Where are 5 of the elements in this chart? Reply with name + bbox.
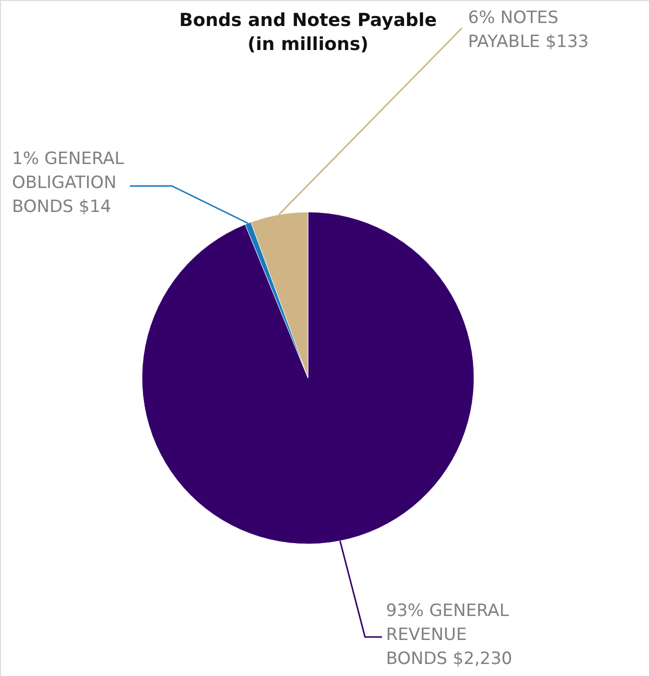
slice-label: 6% NOTES PAYABLE $133 [468, 8, 589, 52]
slice-label: 1% GENERAL OBLIGATION BONDS $14 [12, 149, 124, 217]
chart-title: Bonds and Notes Payable [179, 10, 437, 31]
text: (in millions) [247, 34, 369, 55]
slice-label: 93% GENERAL REVENUE BONDS $2,230 [386, 601, 512, 669]
